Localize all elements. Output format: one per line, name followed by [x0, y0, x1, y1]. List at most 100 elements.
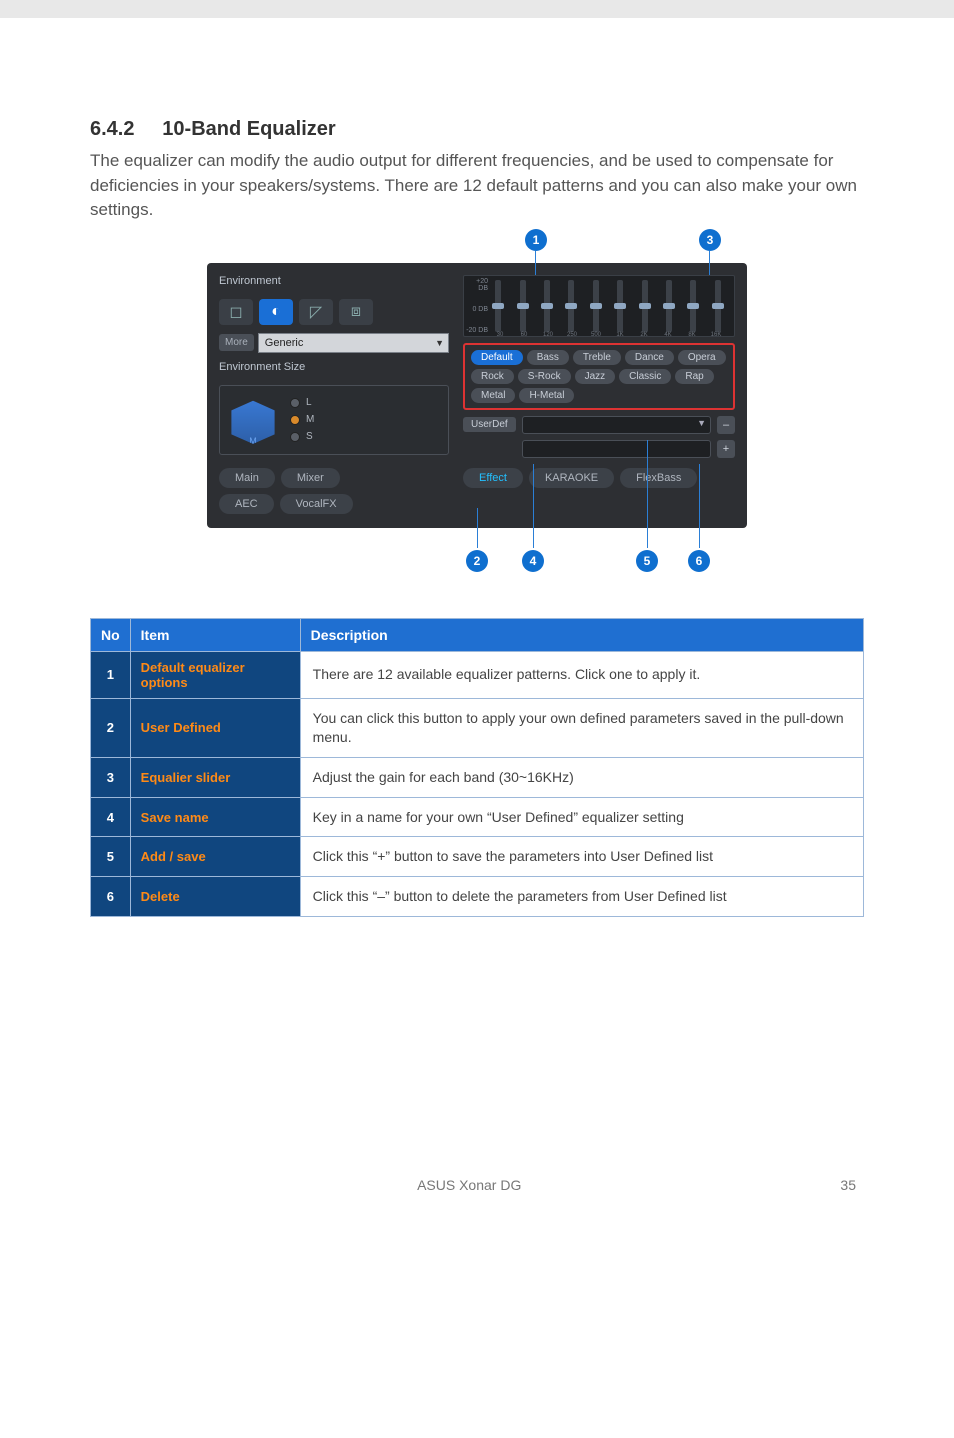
env-icon-3[interactable]: ◸ [299, 299, 333, 325]
callout-1-line [535, 251, 536, 275]
section-heading: 6.4.2 10-Band Equalizer [90, 118, 864, 141]
footer-product: ASUS Xonar DG [98, 1177, 840, 1193]
col-no: No [91, 618, 131, 651]
radio-dot [290, 398, 300, 408]
table-row: 4 Save name Key in a name for your own “… [91, 797, 864, 837]
callout-4: 4 [522, 550, 544, 572]
chevron-down-icon: ▼ [435, 338, 444, 348]
page-topbar [0, 0, 954, 18]
eq-band[interactable] [683, 280, 703, 332]
preset-hmetal[interactable]: H-Metal [519, 388, 574, 403]
userdef-combo[interactable]: ▼ [522, 416, 711, 434]
table-row: 2 User Defined You can click this button… [91, 698, 864, 757]
userdef-row-2: UserDef + [463, 440, 735, 458]
preset-jazz[interactable]: Jazz [575, 369, 616, 384]
eq-band[interactable] [561, 280, 581, 332]
section-number: 6.4.2 [90, 118, 134, 140]
col-item: Item [130, 618, 300, 651]
radio-L[interactable]: L [290, 397, 314, 408]
preset-srock[interactable]: S-Rock [518, 369, 571, 384]
section-description: The equalizer can modify the audio outpu… [90, 149, 864, 223]
callout-3-line [709, 251, 710, 275]
eq-band[interactable] [659, 280, 679, 332]
tab-effect[interactable]: Effect [463, 468, 523, 488]
chevron-down-icon: ▼ [697, 418, 706, 428]
callout-4-line [533, 464, 534, 548]
userdef-row-1: UserDef ▼ – [463, 416, 735, 434]
tab-karaoke[interactable]: KARAOKE [529, 468, 614, 488]
environment-size-label: Environment Size [219, 361, 449, 373]
left-tabs-group: Main Mixer AEC VocalFX [219, 468, 449, 514]
screenshot-wrapper: 1 3 Environment ◻ ◐ ◸ ⧈ More [207, 263, 747, 528]
equalizer-graph: +20 DB 0 DB -20 DB [463, 275, 735, 337]
preset-opera[interactable]: Opera [678, 350, 726, 365]
table-row: 3 Equalier slider Adjust the gain for ea… [91, 757, 864, 797]
callout-5: 5 [636, 550, 658, 572]
preset-bass[interactable]: Bass [527, 350, 569, 365]
preset-classic[interactable]: Classic [619, 369, 671, 384]
section-title-text: 10-Band Equalizer [162, 118, 335, 140]
footer-page: 35 [840, 1177, 856, 1193]
eq-band[interactable] [512, 280, 532, 332]
spec-table: No Item Description 1 Default equalizer … [90, 618, 864, 917]
radio-dot [290, 432, 300, 442]
env-icon-4[interactable]: ⧈ [339, 299, 373, 325]
preset-treble[interactable]: Treble [573, 350, 621, 365]
equalizer-panel: +20 DB 0 DB -20 DB [463, 275, 735, 458]
table-row: 5 Add / save Click this “+” button to sa… [91, 837, 864, 877]
environment-panel: Environment ◻ ◐ ◸ ⧈ More Generic ▼ [219, 275, 449, 458]
eq-band[interactable] [488, 280, 508, 332]
preset-default[interactable]: Default [471, 350, 523, 365]
environment-label: Environment [219, 275, 449, 287]
more-button[interactable]: More [219, 334, 254, 351]
tab-main[interactable]: Main [219, 468, 275, 488]
size-radios: L M S [290, 397, 314, 442]
table-row: 1 Default equalizer options There are 12… [91, 651, 864, 698]
env-icon-2[interactable]: ◐ [259, 299, 293, 325]
callout-6-line [699, 464, 700, 548]
spec-table-body: 1 Default equalizer options There are 12… [91, 651, 864, 916]
radio-M[interactable]: M [290, 414, 314, 425]
col-desc: Description [300, 618, 863, 651]
callout-6: 6 [688, 550, 710, 572]
savename-input[interactable] [522, 440, 711, 458]
environment-combo[interactable]: Generic ▼ [258, 333, 449, 353]
environment-more-row: More Generic ▼ [219, 333, 449, 353]
radio-S[interactable]: S [290, 431, 314, 442]
delete-button[interactable]: – [717, 416, 735, 434]
tab-vocalfx[interactable]: VocalFX [280, 494, 353, 514]
eq-freq-labels: 30 60 120 250 500 1K 2K 4K 8K 16K [488, 332, 728, 338]
page-footer: ASUS Xonar DG 35 [90, 1177, 864, 1193]
callout-5-line [647, 440, 648, 548]
page-body: 6.4.2 10-Band Equalizer The equalizer ca… [0, 18, 954, 1233]
userdef-button[interactable]: UserDef [463, 417, 516, 432]
eq-band[interactable] [537, 280, 557, 332]
right-tabs-group: Effect KARAOKE FlexBass [463, 468, 735, 488]
add-button[interactable]: + [717, 440, 735, 458]
eq-band[interactable] [610, 280, 630, 332]
callout-1: 1 [525, 229, 547, 251]
eq-band[interactable] [634, 280, 654, 332]
size-cube-icon [226, 396, 280, 444]
environment-size-box: L M S [219, 385, 449, 455]
preset-rock[interactable]: Rock [471, 369, 514, 384]
env-icon-1[interactable]: ◻ [219, 299, 253, 325]
preset-highlight-box: Default Bass Treble Dance Opera Rock S-R… [463, 343, 735, 410]
app-window: Environment ◻ ◐ ◸ ⧈ More Generic ▼ [207, 263, 747, 528]
callout-3: 3 [699, 229, 721, 251]
top-panels: Environment ◻ ◐ ◸ ⧈ More Generic ▼ [219, 275, 735, 458]
callout-2-line [477, 508, 478, 548]
callout-2: 2 [466, 550, 488, 572]
tab-flexbass[interactable]: FlexBass [620, 468, 697, 488]
eq-y-labels: +20 DB 0 DB -20 DB [466, 278, 488, 334]
table-row: 6 Delete Click this “–” button to delete… [91, 877, 864, 917]
environment-icons: ◻ ◐ ◸ ⧈ [219, 299, 449, 325]
preset-rap[interactable]: Rap [675, 369, 713, 384]
preset-dance[interactable]: Dance [625, 350, 674, 365]
tab-aec[interactable]: AEC [219, 494, 274, 514]
eq-band[interactable] [586, 280, 606, 332]
radio-dot [290, 415, 300, 425]
eq-band[interactable] [708, 280, 728, 332]
preset-metal[interactable]: Metal [471, 388, 515, 403]
tab-mixer[interactable]: Mixer [281, 468, 340, 488]
